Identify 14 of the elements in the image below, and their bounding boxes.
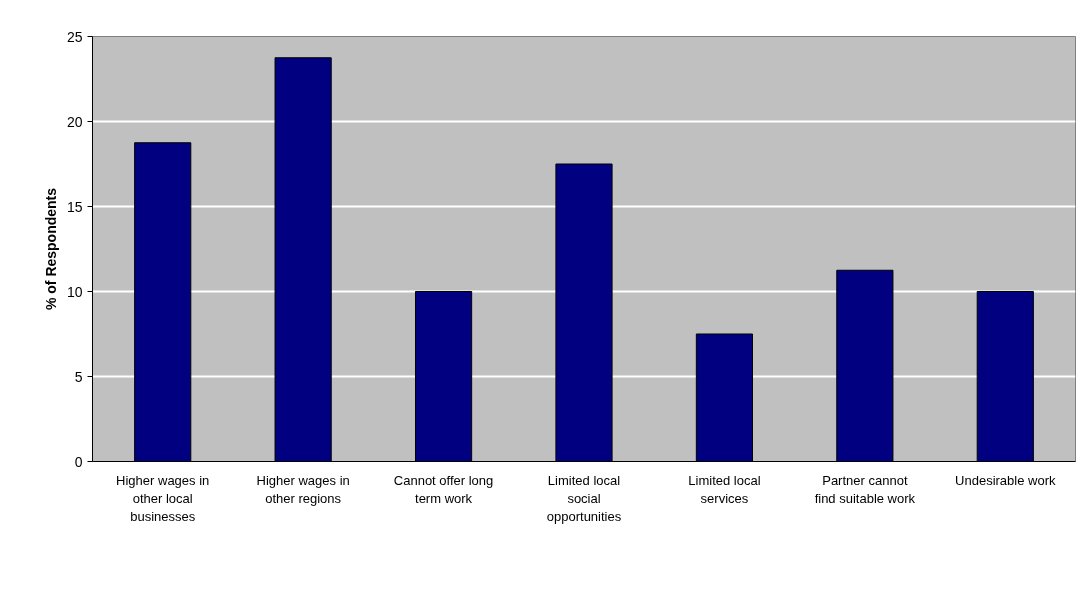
y-tick-label: 25 (66, 28, 83, 45)
x-tick-label: Undesirable work (955, 472, 1056, 488)
y-axis-title: % of Respondents (42, 187, 59, 311)
y-tick-label: 15 (66, 198, 83, 215)
x-tick-label: Limited local services (688, 472, 761, 506)
x-tick-label: Higher wages in other local businesses (116, 472, 210, 524)
y-tick-label: 0 (74, 453, 83, 470)
x-tick-label: Limited local social opportunities (546, 472, 622, 524)
x-tick-label: Cannot offer long term work (393, 472, 494, 506)
y-tick-label: 20 (66, 113, 83, 130)
y-tick-label: 10 (66, 283, 83, 300)
x-tick-label: Partner cannot find suitable work (814, 472, 916, 506)
y-tick-label: 5 (74, 368, 83, 385)
x-tick-label: Higher wages in other regions (256, 472, 350, 506)
